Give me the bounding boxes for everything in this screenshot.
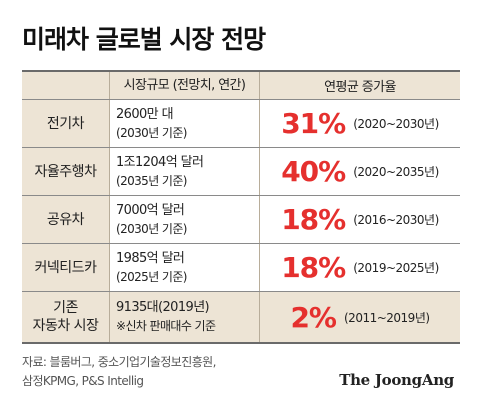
market-size-cell: 1985억 달러 (2025년 기준)	[110, 244, 260, 291]
market-size-cell: 9135대(2019년) ※신차 판매대수 기준	[110, 292, 260, 342]
growth-rate: 40%	[281, 155, 346, 188]
row-label: 커넥티드카	[22, 244, 110, 291]
growth-cell: 31% (2020~2030년)	[260, 100, 460, 147]
header-growth-rate: 연평균 증가율	[324, 80, 396, 95]
header-market-size: 시장규모 (전망치, 연간)	[110, 72, 260, 99]
growth-rate: 18%	[281, 203, 346, 236]
row-label-line1: 공유차	[46, 211, 85, 228]
table-row-existing: 기존 자동차 시장 9135대(2019년) ※신차 판매대수 기준 2% (2…	[22, 292, 460, 344]
growth-period: (2019~2025년)	[353, 261, 439, 275]
source-line-2: 삼정KPMG, P&S Intellig	[22, 374, 144, 388]
market-size-note: (2035년 기준)	[116, 173, 187, 188]
row-label-line1: 커넥티드카	[34, 259, 97, 276]
growth-rate: 2%	[290, 300, 337, 334]
growth-period: (2020~2035년)	[353, 165, 439, 179]
growth-cell: 18% (2016~2030년)	[260, 196, 460, 243]
row-label-line1: 자율주행차	[34, 163, 97, 180]
market-size-note: ※신차 판매대수 기준	[116, 319, 216, 333]
market-size-note: (2030년 기준)	[116, 125, 187, 140]
row-label-line1: 기존	[53, 300, 78, 316]
growth-cell: 40% (2020~2035년)	[260, 148, 460, 195]
growth-cell: 2% (2011~2019년)	[260, 292, 460, 342]
market-size-cell: 7000억 달러 (2030년 기준)	[110, 196, 260, 243]
growth-cell: 18% (2019~2025년)	[260, 244, 460, 291]
header-category	[22, 72, 110, 99]
row-label-line2: 자동차 시장	[32, 318, 99, 334]
growth-period: (2011~2019년)	[344, 310, 430, 325]
growth-period: (2016~2030년)	[353, 213, 439, 227]
growth-period: (2020~2030년)	[353, 117, 439, 131]
page-title: 미래차 글로벌 시장 전망	[22, 25, 266, 54]
table-row-autonomous: 자율주행차 1조1204억 달러 (2035년 기준) 40% (2020~20…	[22, 148, 460, 196]
row-label: 자율주행차	[22, 148, 110, 195]
row-label: 기존 자동차 시장	[22, 292, 110, 342]
market-size-note: (2030년 기준)	[116, 221, 187, 236]
publisher-logo: The JoongAng	[339, 371, 454, 389]
table-row-sharing: 공유차 7000억 달러 (2030년 기준) 18% (2016~2030년)	[22, 196, 460, 244]
market-size-cell: 2600만 대 (2030년 기준)	[110, 100, 260, 147]
market-size-value: 7000억 달러	[116, 202, 185, 218]
row-label: 공유차	[22, 196, 110, 243]
market-size-value: 1조1204억 달러	[116, 154, 204, 170]
market-size-value: 9135대(2019년)	[116, 300, 210, 315]
market-size-value: 1985억 달러	[116, 250, 185, 266]
market-forecast-table: 시장규모 (전망치, 연간) 연평균 증가율 전기차 2600만 대 (2030…	[22, 70, 460, 344]
growth-rate: 31%	[281, 107, 346, 140]
market-size-note: (2025년 기준)	[116, 269, 187, 284]
table-row-ev: 전기차 2600만 대 (2030년 기준) 31% (2020~2030년)	[22, 100, 460, 148]
table-row-connected: 커넥티드카 1985억 달러 (2025년 기준) 18% (2019~2025…	[22, 244, 460, 292]
source-note: 자료: 블룸버그, 중소기업기술정보진흥원, 삼정KPMG, P&S Intel…	[22, 353, 216, 391]
growth-rate: 18%	[281, 251, 346, 284]
table-header-row: 시장규모 (전망치, 연간) 연평균 증가율	[22, 72, 460, 100]
source-line-1: 자료: 블룸버그, 중소기업기술정보진흥원,	[22, 355, 216, 369]
market-size-value: 2600만 대	[116, 106, 174, 122]
row-label: 전기차	[22, 100, 110, 147]
row-label-line1: 전기차	[46, 115, 85, 132]
market-size-cell: 1조1204억 달러 (2035년 기준)	[110, 148, 260, 195]
